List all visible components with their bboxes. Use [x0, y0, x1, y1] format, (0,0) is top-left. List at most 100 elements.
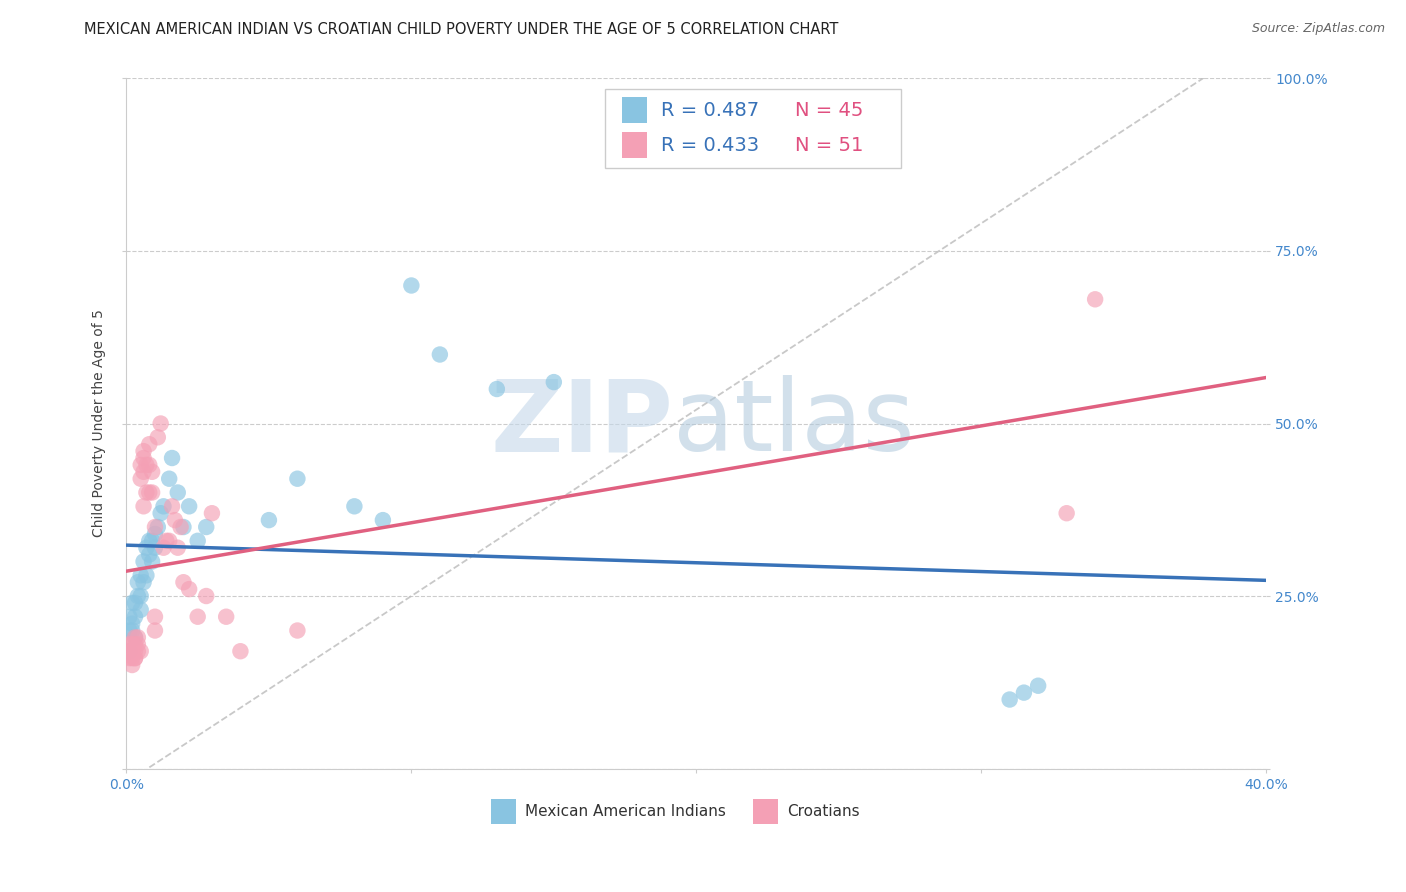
Point — [149, 506, 172, 520]
Point — [135, 568, 157, 582]
Point — [118, 609, 141, 624]
Point — [166, 541, 188, 555]
Point — [257, 513, 280, 527]
Point — [138, 485, 160, 500]
Point — [1056, 506, 1078, 520]
Point — [1084, 293, 1107, 307]
Point — [118, 624, 141, 638]
Point — [138, 437, 160, 451]
Point — [143, 527, 166, 541]
Point — [1012, 685, 1035, 699]
Point — [179, 582, 201, 596]
Point — [124, 631, 146, 645]
Point — [124, 596, 146, 610]
Point — [485, 382, 508, 396]
Point — [124, 651, 146, 665]
Point — [157, 472, 180, 486]
Point — [172, 520, 194, 534]
Point — [143, 541, 166, 555]
Point — [1026, 679, 1049, 693]
Point — [124, 609, 146, 624]
Point — [141, 465, 163, 479]
Point — [132, 450, 155, 465]
Text: R = 0.487: R = 0.487 — [661, 101, 759, 120]
Point — [127, 575, 149, 590]
Point — [127, 637, 149, 651]
Point — [143, 520, 166, 534]
Point — [169, 520, 191, 534]
Text: R = 0.433: R = 0.433 — [661, 136, 759, 154]
Point — [138, 458, 160, 472]
Text: Croatians: Croatians — [787, 804, 860, 819]
Point — [160, 450, 183, 465]
Point — [429, 347, 451, 361]
Point — [138, 548, 160, 562]
Point — [132, 444, 155, 458]
Bar — [623, 132, 647, 158]
Point — [141, 533, 163, 548]
Point — [127, 589, 149, 603]
Bar — [605, 89, 901, 169]
Point — [129, 472, 152, 486]
Point — [187, 533, 209, 548]
Point — [343, 500, 366, 514]
Point — [195, 520, 218, 534]
Point — [118, 644, 141, 658]
Point — [157, 533, 180, 548]
Point — [121, 616, 143, 631]
Point — [132, 465, 155, 479]
Point — [152, 541, 174, 555]
Point — [132, 500, 155, 514]
Point — [124, 631, 146, 645]
Point — [166, 485, 188, 500]
Point — [124, 651, 146, 665]
Point — [141, 555, 163, 569]
Text: N = 51: N = 51 — [796, 136, 863, 154]
Point — [124, 637, 146, 651]
Point — [143, 609, 166, 624]
Point — [146, 430, 169, 444]
Point — [998, 692, 1021, 706]
Bar — [623, 97, 647, 123]
Point — [118, 637, 141, 651]
Point — [287, 624, 309, 638]
Point — [287, 472, 309, 486]
Point — [129, 603, 152, 617]
Text: Source: ZipAtlas.com: Source: ZipAtlas.com — [1251, 22, 1385, 36]
Point — [172, 575, 194, 590]
Point — [121, 596, 143, 610]
Point — [543, 375, 565, 389]
Point — [132, 555, 155, 569]
Text: N = 45: N = 45 — [796, 101, 863, 120]
Point — [118, 651, 141, 665]
Point — [121, 651, 143, 665]
Point — [129, 568, 152, 582]
Point — [132, 575, 155, 590]
Point — [187, 609, 209, 624]
Point — [215, 609, 238, 624]
Point — [129, 589, 152, 603]
Point — [179, 500, 201, 514]
Point — [129, 458, 152, 472]
Point — [135, 541, 157, 555]
Point — [152, 500, 174, 514]
Point — [129, 644, 152, 658]
Point — [124, 644, 146, 658]
Point — [121, 637, 143, 651]
Point — [141, 485, 163, 500]
Point — [121, 658, 143, 673]
Y-axis label: Child Poverty Under the Age of 5: Child Poverty Under the Age of 5 — [93, 310, 107, 538]
Point — [371, 513, 394, 527]
Point — [163, 513, 186, 527]
Text: ZIP: ZIP — [491, 375, 673, 472]
Point — [118, 644, 141, 658]
Text: atlas: atlas — [673, 375, 915, 472]
Point — [143, 624, 166, 638]
Point — [401, 278, 423, 293]
Text: MEXICAN AMERICAN INDIAN VS CROATIAN CHILD POVERTY UNDER THE AGE OF 5 CORRELATION: MEXICAN AMERICAN INDIAN VS CROATIAN CHIL… — [84, 22, 839, 37]
Point — [146, 520, 169, 534]
Point — [121, 624, 143, 638]
Point — [201, 506, 224, 520]
Point — [160, 500, 183, 514]
Point — [135, 458, 157, 472]
